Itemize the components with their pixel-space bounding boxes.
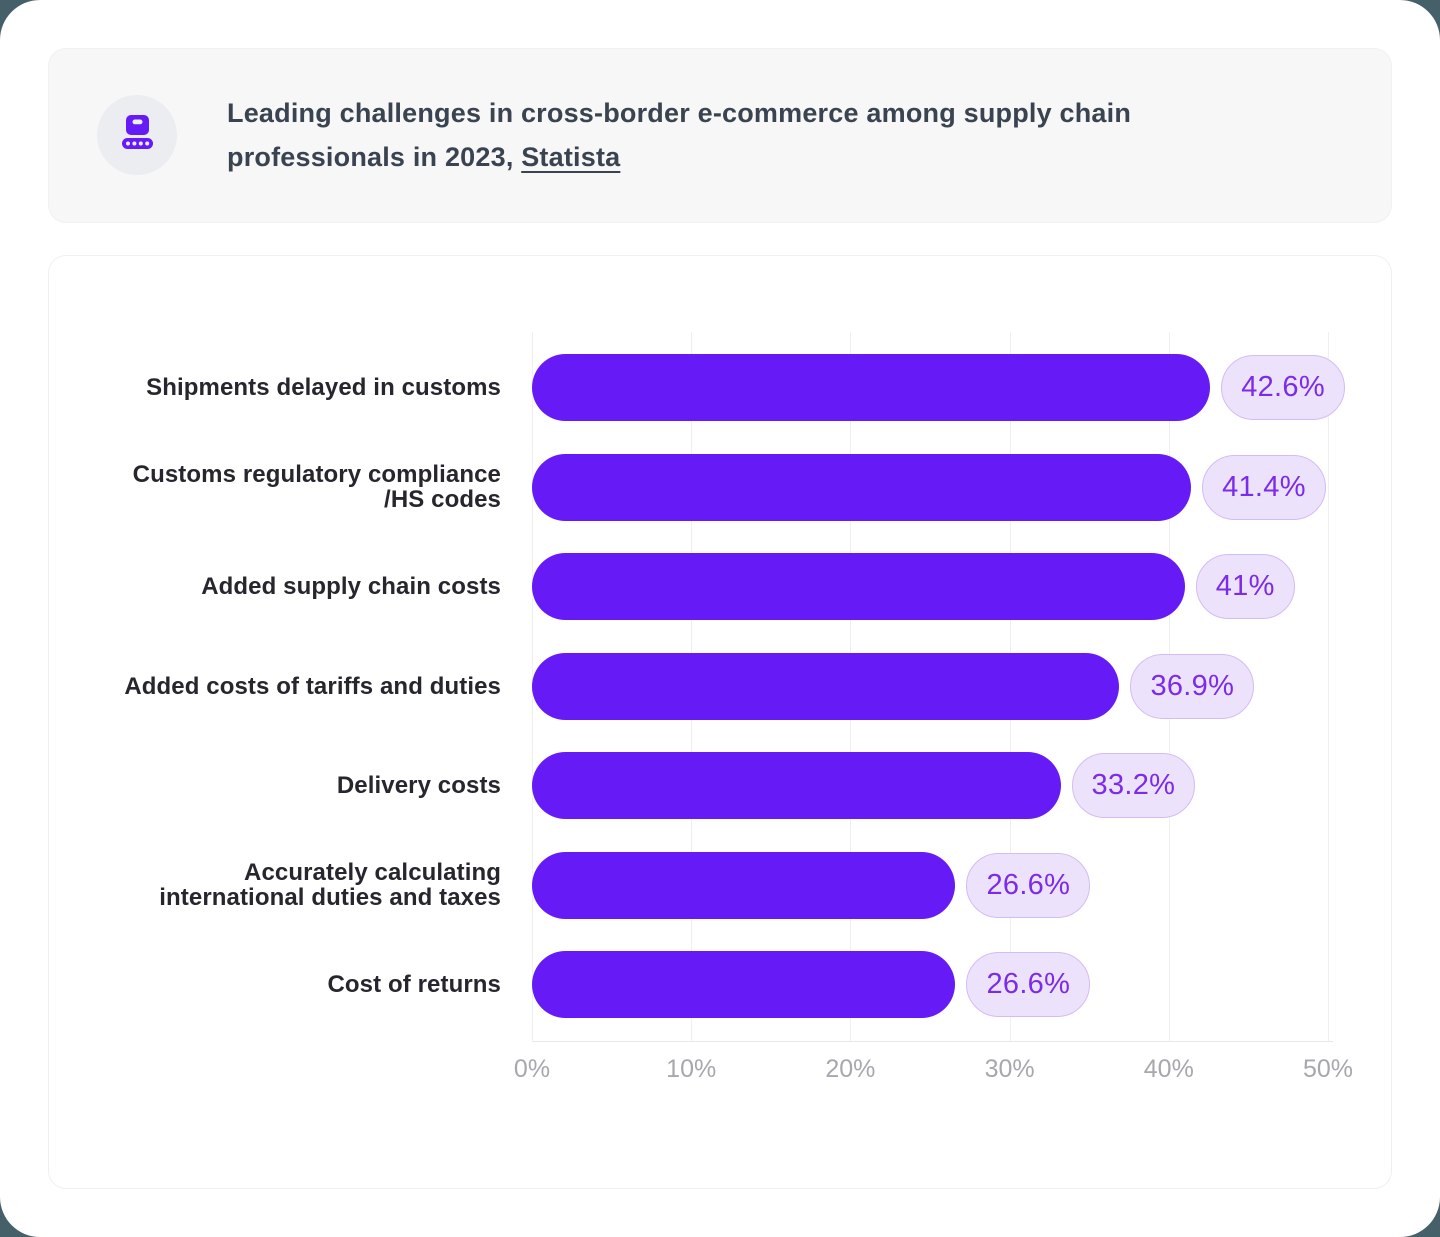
value-badge: 33.2% — [1071, 753, 1196, 818]
bar — [532, 553, 1185, 620]
statista-link[interactable]: Statista — [521, 142, 621, 172]
category-label: Delivery costs — [336, 772, 501, 799]
category-label: Cost of returns — [327, 971, 501, 998]
x-axis-tick-label: 10% — [666, 1055, 717, 1083]
bar — [532, 951, 956, 1018]
title-line-2: professionals in 2023, — [227, 142, 522, 172]
header-card: Leading challenges in cross-border e-com… — [48, 48, 1392, 223]
category-label: Shipments delayed in customs — [146, 374, 501, 401]
bar — [532, 752, 1061, 819]
value-badge: 41.4% — [1202, 454, 1326, 520]
category-label: Added costs of tariffs and duties — [124, 672, 501, 700]
category-label: Added supply chain costs — [201, 573, 501, 600]
package-conveyor-icon — [97, 93, 177, 178]
page-title: Leading challenges in cross-border e-com… — [227, 91, 1307, 179]
value-badge: 41% — [1195, 554, 1295, 619]
bar — [532, 453, 1192, 521]
value-badge: 42.6% — [1221, 355, 1345, 420]
value-badge: 26.6% — [966, 952, 1091, 1017]
x-axis-tick-label: 50% — [1302, 1055, 1354, 1083]
bar — [532, 354, 1211, 421]
chart-card: 0% 10% 20% 30% 40% 50% Shipments delayed in cu… — [48, 255, 1392, 1189]
value-badge: 36.9% — [1130, 653, 1255, 719]
x-axis-tick-label: 30% — [984, 1055, 1035, 1083]
category-label: Accurately calculating international dut… — [159, 859, 501, 911]
category-label: Customs regulatory compliance /HS codes — [132, 461, 501, 513]
x-axis-tick-label: 0% — [513, 1055, 551, 1083]
icon-circle — [97, 95, 177, 175]
bar — [532, 652, 1120, 720]
title-line-1: Leading challenges in cross-border e-com… — [227, 98, 1132, 128]
bar — [532, 851, 956, 919]
x-axis-line — [532, 1041, 1333, 1042]
gridline — [1328, 332, 1329, 1041]
x-axis-tick-label: 40% — [1143, 1055, 1194, 1083]
x-axis-tick-label: 20% — [825, 1055, 876, 1083]
value-badge: 26.6% — [966, 852, 1091, 918]
